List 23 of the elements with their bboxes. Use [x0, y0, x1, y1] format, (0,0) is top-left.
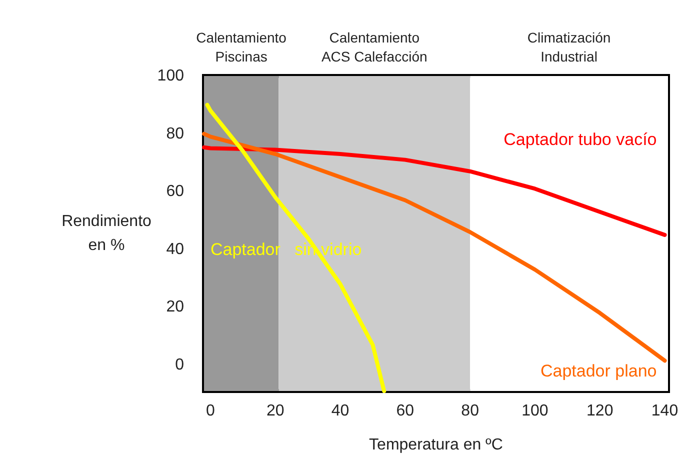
band-label: Climatización Industrial	[527, 30, 611, 64]
series-label: Captador tubo vacío	[504, 130, 657, 150]
line-series	[202, 132, 667, 363]
y-tick-label: 0	[175, 356, 184, 374]
x-tick-label: 20	[266, 402, 284, 420]
y-tick-label: 80	[166, 125, 184, 142]
y-tick-label: 60	[166, 183, 184, 200]
y-tick-label: 20	[166, 298, 184, 316]
x-axis-title: Temperatura en ºC	[369, 436, 503, 454]
x-tick-label: 40	[331, 402, 350, 420]
x-tick-label: 120	[586, 402, 614, 420]
line-series	[205, 102, 386, 393]
y-tick-label: 40	[166, 240, 184, 258]
series-label: Captador plano	[540, 361, 657, 380]
y-axis-title: Rendimiento en %	[62, 213, 152, 254]
x-tick-label: 100	[522, 402, 548, 420]
x-tick-label: 60	[396, 402, 414, 420]
band-label: Calentamiento ACS Calefacción	[321, 30, 428, 64]
x-tick-label: 80	[461, 402, 480, 420]
x-tick-label: 140	[651, 402, 678, 420]
x-tick-label: 0	[206, 402, 216, 420]
band-label: Calentamiento Piscinas	[196, 30, 287, 64]
y-tick-label: 100	[157, 68, 184, 84]
